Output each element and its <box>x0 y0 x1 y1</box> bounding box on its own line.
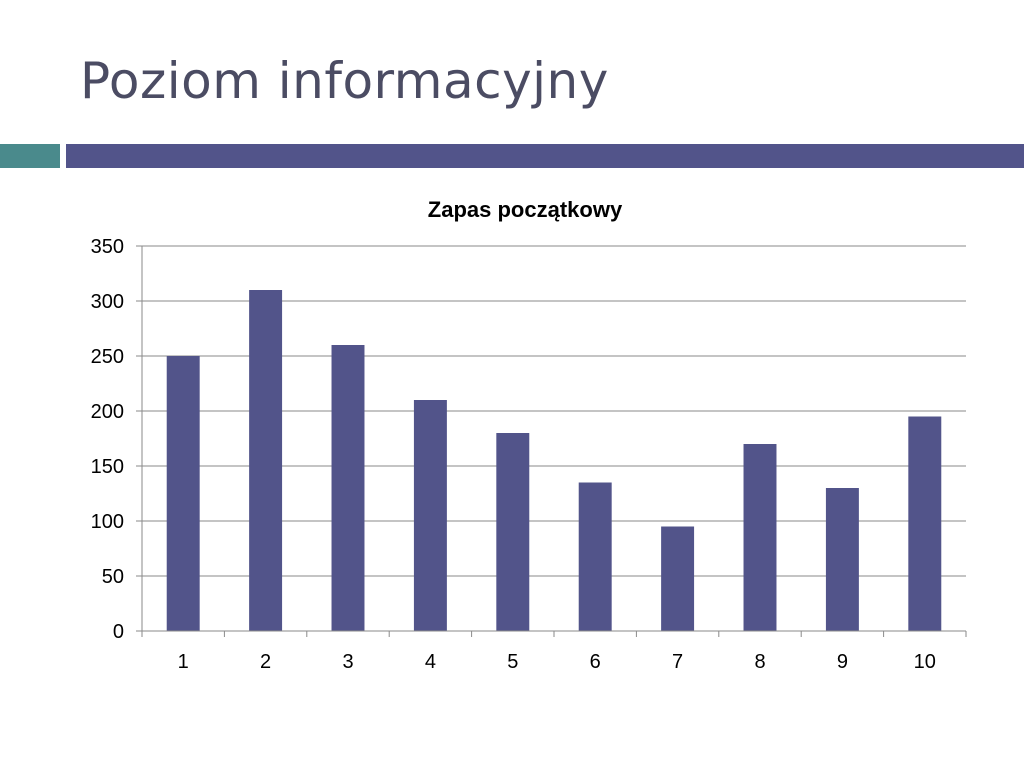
y-tick-label: 0 <box>113 621 124 643</box>
y-tick-label: 100 <box>91 511 124 533</box>
chart-title: Zapas początkowy <box>428 197 623 222</box>
x-tick-label: 5 <box>507 651 518 673</box>
y-tick-label: 250 <box>91 346 124 368</box>
bar-1 <box>166 356 200 631</box>
x-tick-label: 1 <box>178 651 189 673</box>
y-tick-label: 50 <box>102 566 124 588</box>
x-tick-label: 3 <box>342 651 353 673</box>
accent-bar-navy <box>66 144 1024 168</box>
y-tick-label: 350 <box>91 236 124 258</box>
bar-chart: Zapas początkowy 0 50 100 150 200 250 300 350 1… <box>91 197 967 673</box>
x-tick-label: 4 <box>425 651 436 673</box>
y-tick-label: 300 <box>91 291 124 313</box>
y-tick-labels: 0 50 100 150 200 250 300 350 <box>91 236 124 643</box>
slide-title: Poziom informacyjny <box>80 52 609 110</box>
bar-2 <box>249 290 283 631</box>
x-tick-label: 6 <box>590 651 601 673</box>
y-tick-label: 150 <box>91 456 124 478</box>
x-tick-label: 2 <box>260 651 271 673</box>
x-tick-labels: 1 2 3 4 5 6 7 8 9 10 <box>178 651 936 673</box>
x-tick-label: 7 <box>672 651 683 673</box>
bar-9 <box>825 488 859 631</box>
bar-6 <box>578 482 612 631</box>
x-tick-label: 8 <box>754 651 765 673</box>
bars <box>166 290 942 631</box>
bar-8 <box>743 444 777 631</box>
bar-4 <box>413 400 447 631</box>
bar-10 <box>908 416 942 631</box>
y-tick-label: 200 <box>91 401 124 423</box>
bar-3 <box>331 345 365 631</box>
bar-5 <box>496 433 530 631</box>
accent-bar-teal <box>0 144 60 168</box>
x-tick-label: 9 <box>837 651 848 673</box>
x-tick-label: 10 <box>914 651 936 673</box>
bar-7 <box>661 526 695 631</box>
axes <box>141 246 967 637</box>
